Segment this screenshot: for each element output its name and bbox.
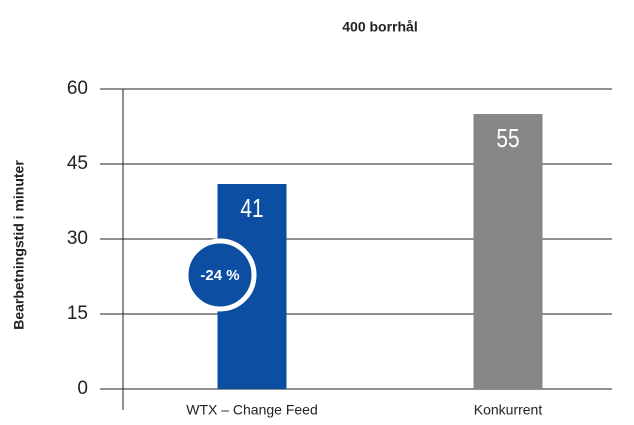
x-tick-label: Konkurrent	[474, 402, 543, 418]
y-tick-label: 15	[67, 303, 88, 324]
annotation: -24 %	[200, 267, 239, 284]
y-tick-label: 45	[67, 153, 88, 174]
y-tick-label: 0	[77, 378, 88, 399]
x-tick-label: WTX – Change Feed	[186, 402, 318, 418]
bar	[473, 114, 543, 389]
annotation-badge	[183, 238, 257, 312]
y-tick-label: 60	[67, 78, 88, 99]
y-tick-label: 30	[67, 228, 88, 249]
y-axis-label: Bearbetningstid i minuter	[11, 160, 27, 330]
data-label: 55	[496, 124, 519, 153]
chart-title: 400 borrhål	[342, 19, 417, 35]
data-label: 41	[240, 194, 263, 223]
